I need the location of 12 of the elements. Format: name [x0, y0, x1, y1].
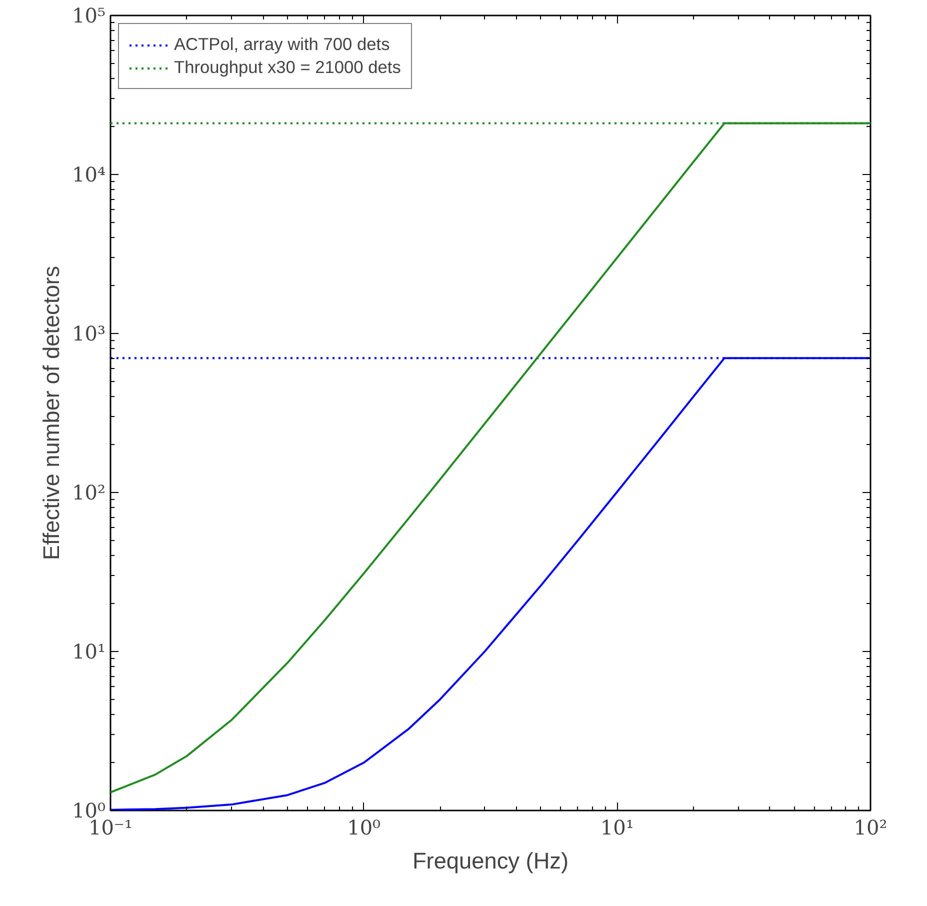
x-tick-label: 10¹: [600, 816, 634, 840]
y-tick-label: 10²: [72, 480, 106, 504]
legend-label: Throughput x30 = 21000 dets: [174, 57, 401, 78]
y-tick-label: 10³: [72, 322, 106, 346]
y-tick-label: 10⁵: [72, 4, 106, 28]
y-tick-label: 10¹: [72, 640, 106, 664]
y-axis-title: Effective number of detectors: [38, 266, 64, 560]
legend-label: ACTPol, array with 700 dets: [174, 34, 390, 55]
x-axis-title: Frequency (Hz): [412, 848, 569, 874]
x-tick-label: 10⁰: [347, 816, 381, 840]
y-tick-label: 10⁴: [72, 162, 106, 186]
x-tick-label: 10²: [854, 816, 888, 840]
